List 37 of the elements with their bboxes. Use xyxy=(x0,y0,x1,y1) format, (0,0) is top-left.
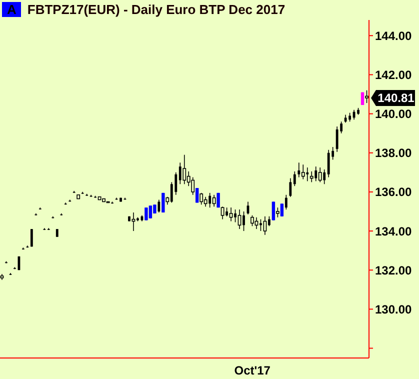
y-tick-label: 140.00 xyxy=(375,107,412,122)
y-tick-label: 134.00 xyxy=(375,224,412,238)
candlestick xyxy=(276,207,280,218)
x-tick-label: Oct'17 xyxy=(234,364,271,378)
y-tick-label: 142.00 xyxy=(375,68,412,82)
candlestick xyxy=(360,92,364,106)
y-tick-label: 138.00 xyxy=(375,146,412,160)
candlestick xyxy=(318,167,322,183)
candlestick xyxy=(365,90,368,104)
candlestick xyxy=(220,206,224,220)
candlestick xyxy=(158,199,160,213)
chart-title: FBTPZ17(EUR) - Daily Euro BTP Dec 2017 xyxy=(27,2,286,17)
candlestick xyxy=(284,194,288,210)
text: A xyxy=(2,2,22,17)
candlestick xyxy=(293,171,296,186)
candlestick xyxy=(310,171,314,183)
y-tick-label: 144.00 xyxy=(375,28,412,43)
candlestick xyxy=(148,205,152,219)
candlestick xyxy=(327,150,330,178)
candlestick xyxy=(301,164,305,180)
y-tick-label: 130.00 xyxy=(375,302,412,316)
candlestick xyxy=(204,196,208,207)
candlestick xyxy=(289,178,292,198)
candlestick xyxy=(272,201,276,221)
candlestick xyxy=(280,203,284,217)
candlestick xyxy=(250,214,254,227)
candlestick xyxy=(200,192,204,206)
candlestick xyxy=(212,194,216,207)
text: 140.81 xyxy=(378,90,415,105)
y-tick-label: 136.00 xyxy=(375,185,412,200)
y-tick-label: 132.00 xyxy=(375,263,412,278)
candlestick xyxy=(144,206,148,221)
candlestick xyxy=(336,126,338,152)
candlestick xyxy=(191,176,195,196)
candlestick xyxy=(30,228,33,248)
candlestick xyxy=(162,192,165,214)
candlestick xyxy=(182,154,186,185)
